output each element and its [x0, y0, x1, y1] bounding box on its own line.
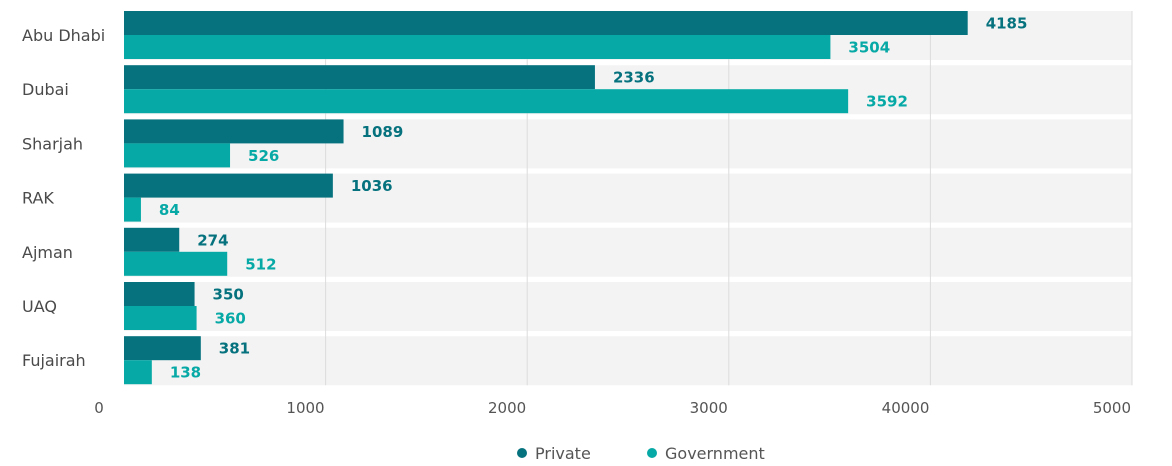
- category-label-ajman: Ajman: [22, 243, 73, 262]
- bar-private-ajman: [124, 227, 180, 252]
- category-labels: Abu Dhabi Dubai Sharjah RAK Ajman UAQ Fujairah: [22, 26, 105, 370]
- category-label-uaq: UAQ: [22, 297, 57, 316]
- bar-private-dubai: [124, 65, 595, 90]
- bar-government-uaq: [124, 306, 197, 330]
- data-label-government-rak: 84: [159, 201, 180, 219]
- category-band-fujairah: [124, 336, 1132, 386]
- category-label-dubai: Dubai: [22, 80, 69, 99]
- x-tick-label: 5000: [1093, 399, 1131, 417]
- data-label-government-fujairah: 138: [170, 364, 201, 382]
- bar-private-uaq: [124, 282, 195, 306]
- legend-marker-government: [647, 448, 657, 458]
- x-tick-label: 0: [94, 399, 104, 417]
- x-tick-label: 1000: [286, 399, 324, 417]
- bar-government-abu-dhabi: [124, 35, 831, 59]
- category-label-rak: RAK: [22, 189, 54, 208]
- bar-private-sharjah: [124, 119, 344, 144]
- category-bands: [124, 11, 1132, 386]
- bar-government-ajman: [124, 251, 228, 276]
- x-axis-ticks: 0 1000 2000 3000 40000 5000: [94, 399, 1131, 417]
- data-label-private-fujairah: 381: [219, 340, 250, 358]
- data-label-private-rak: 1036: [351, 177, 393, 195]
- category-label-fujairah: Fujairah: [22, 351, 86, 370]
- legend-label-government: Government: [665, 444, 765, 463]
- x-tick-label: 3000: [690, 399, 728, 417]
- data-label-government-dubai: 3592: [866, 93, 908, 111]
- legend: Private Government: [517, 444, 765, 463]
- legend-label-private: Private: [535, 444, 591, 463]
- bar-government-dubai: [124, 89, 849, 114]
- data-label-private-sharjah: 1089: [362, 123, 404, 141]
- category-band-ajman: [124, 227, 1132, 277]
- bar-private-rak: [124, 173, 333, 198]
- data-label-government-abu-dhabi: 3504: [848, 39, 890, 57]
- bar-government-sharjah: [124, 143, 231, 168]
- data-label-private-dubai: 2336: [613, 69, 655, 87]
- bar-private-abu-dhabi: [124, 11, 968, 35]
- category-band-uaq: [124, 282, 1132, 331]
- x-tick-label: 2000: [488, 399, 526, 417]
- category-label-abu-dhabi: Abu Dhabi: [22, 26, 105, 45]
- data-label-private-abu-dhabi: 4185: [986, 15, 1028, 33]
- bars: [124, 11, 968, 385]
- data-label-private-ajman: 274: [197, 231, 228, 249]
- legend-marker-private: [517, 448, 527, 458]
- x-tick-label: 40000: [882, 399, 930, 417]
- bar-government-rak: [124, 197, 141, 222]
- bar-government-fujairah: [124, 360, 152, 385]
- category-label-sharjah: Sharjah: [22, 134, 83, 153]
- bar-private-fujairah: [124, 336, 201, 361]
- data-label-government-ajman: 512: [245, 255, 276, 273]
- data-label-private-uaq: 350: [213, 286, 244, 304]
- data-label-government-uaq: 360: [215, 310, 246, 328]
- data-label-government-sharjah: 526: [248, 147, 279, 165]
